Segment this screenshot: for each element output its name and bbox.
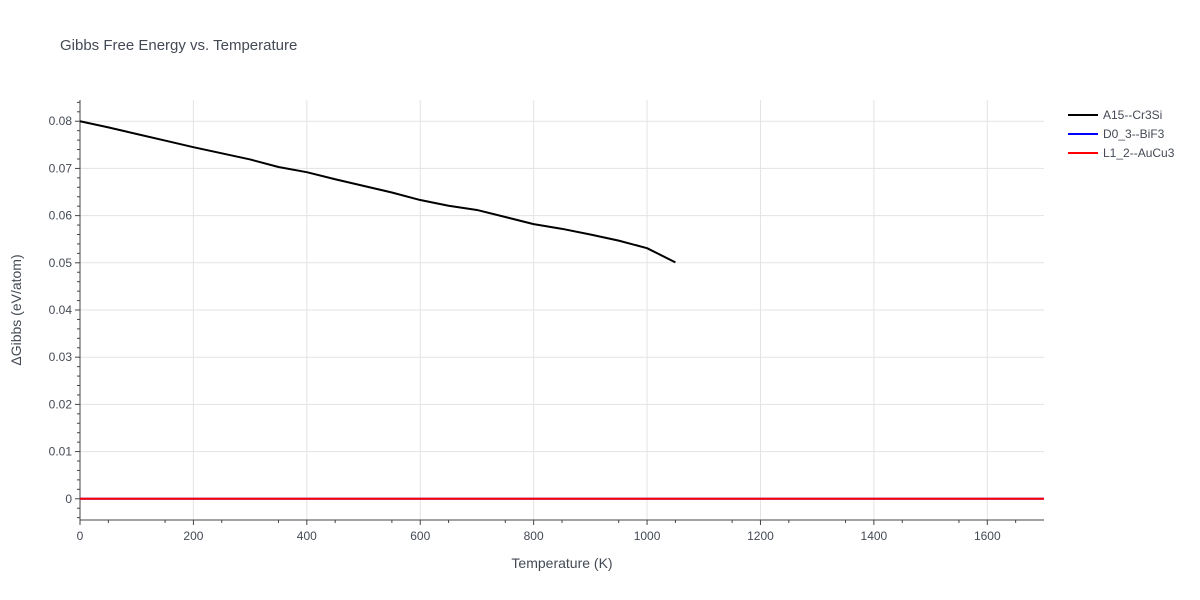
- y-tick-label: 0.02: [49, 397, 73, 411]
- legend-label: A15--Cr3Si: [1103, 108, 1162, 122]
- x-tick-label: 1400: [861, 529, 888, 543]
- x-tick-label: 1000: [634, 529, 661, 543]
- x-tick-label: 1200: [747, 529, 774, 543]
- x-tick-label: 600: [410, 529, 430, 543]
- y-tick-label: 0.07: [49, 161, 73, 175]
- series-lines: [79, 120, 1044, 500]
- grid-lines: [80, 100, 1044, 520]
- y-tick-label: 0.06: [49, 209, 73, 223]
- x-tick-label: 1600: [974, 529, 1001, 543]
- x-tick-label: 0: [77, 529, 84, 543]
- y-tick-label: 0.05: [49, 256, 73, 270]
- x-axis-title: Temperature (K): [511, 555, 612, 571]
- y-axis-title: ΔGibbs (eV/atom): [8, 254, 24, 365]
- axes: 0 200 400 600 800 1000 1200 1400 1600 0 0.01 0.02 0.…: [49, 100, 1044, 543]
- legend: A15--Cr3Si D0_3--BiF3 L1_2--AuCu3: [1068, 108, 1175, 160]
- y-tick-label: 0.04: [49, 303, 73, 317]
- y-tick-label: 0.01: [49, 445, 73, 459]
- y-tick-label: 0: [65, 492, 72, 506]
- y-tick-label: 0.08: [49, 114, 73, 128]
- y-tick-label: 0.03: [49, 350, 73, 364]
- x-tick-label: 400: [297, 529, 317, 543]
- chart-title: Gibbs Free Energy vs. Temperature: [60, 37, 297, 54]
- x-tick-label: 200: [183, 529, 203, 543]
- x-tick-label: 800: [524, 529, 544, 543]
- legend-label: D0_3--BiF3: [1103, 127, 1165, 141]
- legend-label: L1_2--AuCu3: [1103, 146, 1175, 160]
- series-line: [79, 120, 676, 264]
